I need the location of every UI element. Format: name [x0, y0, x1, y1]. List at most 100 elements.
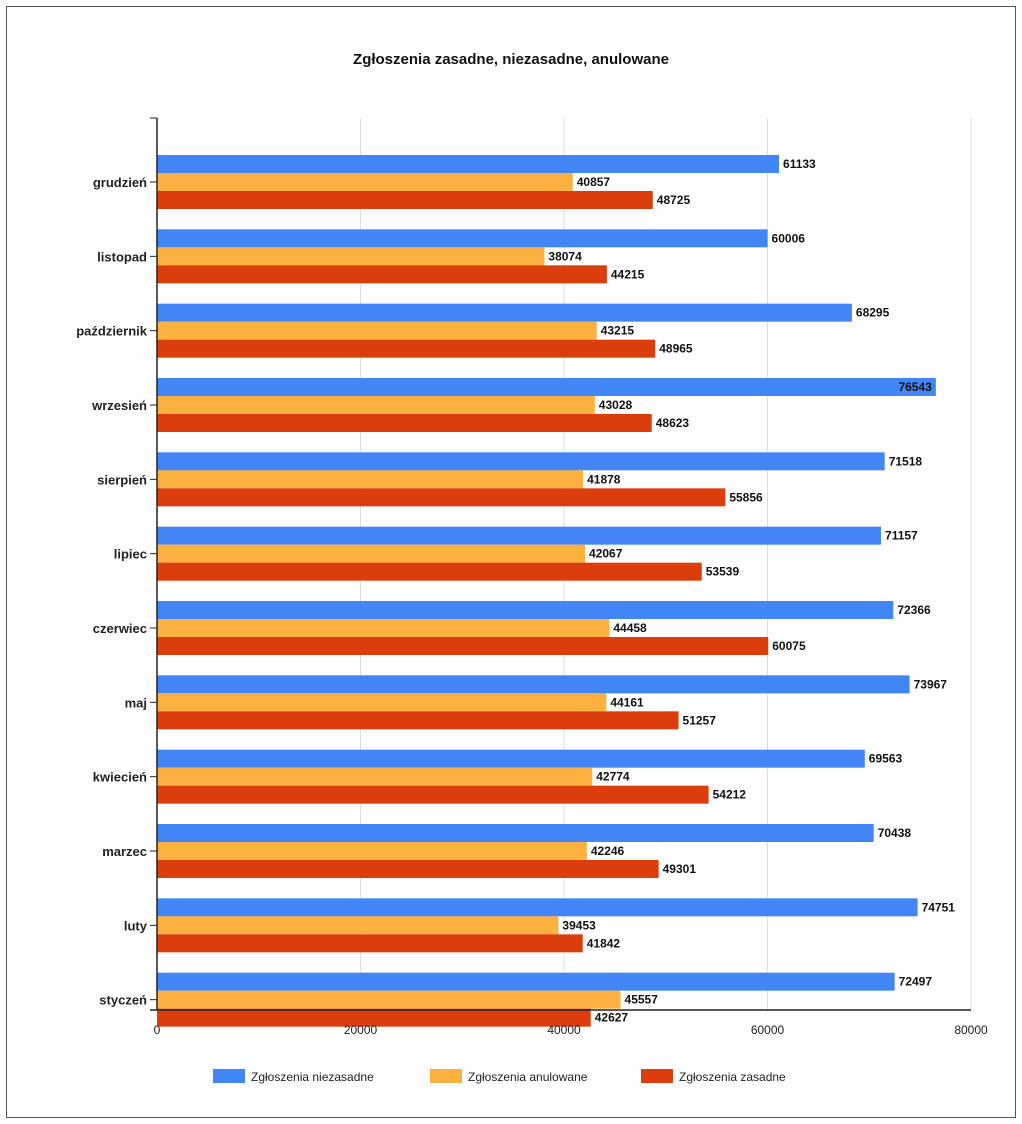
x-tick-label: 80000 [954, 1023, 988, 1037]
data-label: 41878 [587, 472, 621, 486]
x-tick-label: 60000 [751, 1023, 785, 1037]
legend-label: Zgłoszenia anulowane [468, 1070, 588, 1084]
legend: Zgłoszenia niezasadne Zgłoszenia anulowan… [213, 1069, 786, 1084]
bar [157, 303, 852, 322]
data-label: 49301 [663, 862, 697, 876]
data-label: 54212 [713, 788, 747, 802]
chart-title: Zgłoszenia zasadne, niezasadne, anulowan… [353, 51, 669, 68]
bar [157, 934, 583, 953]
data-label: 71518 [889, 454, 923, 468]
axes: 0 20000 40000 60000 80000 grudzień listopad paź… [76, 117, 988, 1037]
bar [157, 860, 659, 878]
legend-swatch [430, 1069, 462, 1083]
bar [157, 562, 702, 581]
category-label: październik [76, 324, 148, 339]
bar [157, 414, 652, 432]
bar [157, 470, 584, 489]
category-label: listopad [97, 249, 147, 264]
legend-swatch [213, 1069, 245, 1083]
bar [157, 898, 918, 917]
data-label: 73967 [914, 677, 948, 691]
data-label: 68295 [856, 306, 890, 320]
data-label: 74751 [922, 900, 956, 914]
data-label: 69563 [869, 752, 903, 766]
data-label: 43215 [601, 324, 635, 338]
data-label: 39453 [562, 918, 596, 932]
x-tick-label: 20000 [344, 1023, 378, 1037]
bar [157, 191, 653, 209]
bar [157, 601, 894, 619]
data-label: 44215 [611, 267, 645, 281]
data-label: 72497 [899, 975, 933, 989]
bar [157, 452, 885, 471]
category-label: lipiec [114, 547, 147, 562]
data-label: 48725 [657, 193, 691, 207]
category-label: sierpień [97, 472, 147, 487]
data-label: 76543 [898, 380, 932, 394]
category-label: kwiecień [93, 770, 147, 785]
data-label: 70438 [878, 826, 912, 840]
legend-label: Zgłoszenia niezasadne [251, 1070, 374, 1084]
bar [157, 767, 593, 786]
data-label: 53539 [706, 565, 740, 579]
bar [157, 247, 545, 266]
bar [157, 229, 768, 248]
data-label: 55856 [729, 490, 763, 504]
data-label: 44161 [610, 695, 644, 709]
category-label: czerwiec [93, 621, 147, 636]
category-label: luty [124, 918, 148, 933]
bar [157, 842, 587, 860]
data-label: 42627 [595, 1011, 629, 1025]
bar [157, 785, 709, 804]
bar [157, 711, 679, 730]
data-label: 40857 [577, 175, 611, 189]
bars [157, 155, 936, 1027]
category-label: wrzesień [91, 398, 147, 413]
bar [157, 693, 607, 712]
data-label: 48623 [656, 416, 690, 430]
bar [157, 526, 882, 545]
bar [157, 824, 874, 842]
bar [157, 1008, 591, 1027]
data-label: 48965 [659, 342, 693, 356]
bar [157, 619, 610, 637]
bar [157, 173, 573, 191]
data-label: 60006 [772, 231, 806, 245]
bar [157, 339, 656, 358]
x-tick-label: 40000 [547, 1023, 581, 1037]
category-label: maj [125, 695, 147, 710]
data-label: 43028 [599, 398, 633, 412]
bar [157, 749, 865, 768]
category-label: marzec [102, 844, 147, 859]
category-label: styczeń [99, 993, 147, 1008]
data-label: 51257 [683, 713, 717, 727]
data-label: 60075 [772, 639, 806, 653]
bar [157, 488, 726, 507]
bar [157, 637, 769, 655]
data-label: 45557 [625, 993, 659, 1007]
bar [157, 378, 936, 396]
data-label: 38074 [548, 249, 582, 263]
bar [157, 155, 780, 173]
data-label: 72366 [897, 603, 931, 617]
bar [157, 675, 910, 694]
legend-label: Zgłoszenia zasadne [679, 1070, 786, 1084]
data-label: 41842 [587, 936, 621, 950]
category-label: grudzień [93, 175, 147, 190]
bar [157, 396, 595, 414]
data-label: 44458 [613, 621, 647, 635]
data-labels: 61133 40857 48725 60006 38074 44215 68295 43215… [548, 157, 955, 1025]
x-tick-label: 0 [154, 1023, 161, 1037]
data-label: 42774 [596, 770, 630, 784]
data-label: 71157 [885, 529, 918, 543]
data-label: 42067 [589, 547, 623, 561]
bar [157, 544, 586, 563]
bar [157, 990, 621, 1009]
bar [157, 321, 597, 340]
data-label: 61133 [783, 157, 816, 171]
bar [157, 265, 607, 284]
data-label: 42246 [591, 844, 625, 858]
bar [157, 972, 895, 991]
bar [157, 916, 559, 935]
